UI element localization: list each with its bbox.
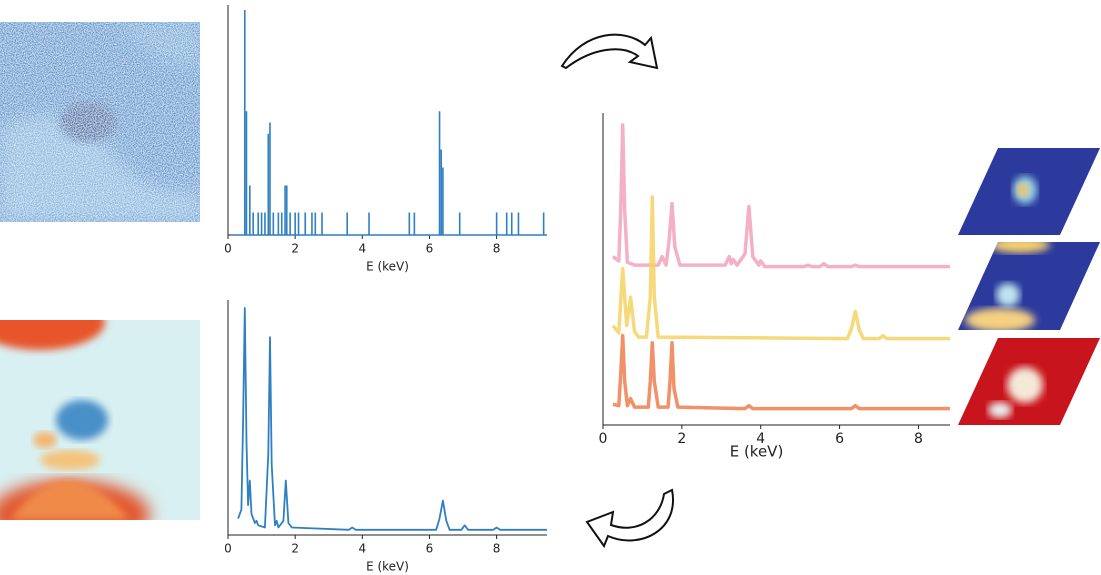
- x-tick-label: 0: [224, 242, 232, 256]
- x-tick-label: 0: [224, 542, 232, 556]
- x-tick-label: 6: [426, 542, 434, 556]
- spectrum-line: [237, 307, 547, 531]
- x-tick-label: 0: [599, 431, 608, 447]
- x-tick-label: 6: [426, 242, 434, 256]
- x-tick-label: 2: [677, 431, 686, 447]
- x-tick-label: 4: [756, 431, 765, 447]
- component-map: [958, 338, 1100, 425]
- component-map: [958, 242, 1100, 330]
- x-tick-label: 6: [835, 431, 844, 447]
- x-axis-label: E (keV): [366, 260, 409, 274]
- x-tick-label: 8: [493, 542, 501, 556]
- spectrum-line: [611, 195, 950, 341]
- component-map: [958, 148, 1100, 235]
- arrow: [560, 33, 659, 70]
- x-tick-label: 8: [914, 431, 923, 447]
- x-axis-label: E (keV): [366, 560, 409, 574]
- x-tick-label: 8: [493, 242, 501, 256]
- denoised-map: [0, 320, 200, 520]
- x-tick-label: 4: [358, 542, 366, 556]
- x-tick-label: 2: [291, 242, 299, 256]
- arrow: [585, 488, 675, 549]
- spectrum-line: [612, 333, 950, 411]
- x-tick-label: 2: [291, 542, 299, 556]
- noisy-map: [0, 22, 200, 222]
- spectrum-line: [611, 123, 950, 269]
- x-axis-label: E (keV): [730, 443, 784, 461]
- x-tick-label: 4: [358, 242, 366, 256]
